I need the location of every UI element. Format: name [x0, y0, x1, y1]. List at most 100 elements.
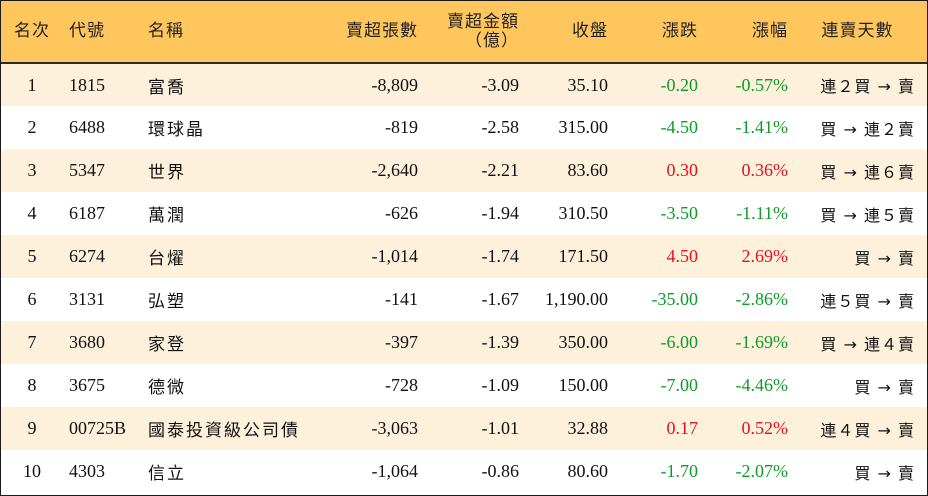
- table-row[interactable]: 9 00725B 國泰投資級公司債 -3,063 -1.01 32.88 0.1…: [1, 407, 927, 450]
- stock-code-cell: 3131: [69, 289, 105, 309]
- net-sell-lots-cell: -3,063: [371, 418, 419, 438]
- stock-name-cell: 弘塑: [148, 292, 186, 312]
- header-net-sell-amount-unit: （億）: [465, 30, 519, 51]
- header-net-sell-lots[interactable]: 賣超張數: [320, 1, 418, 64]
- net-sell-amount-cell: -1.74: [481, 246, 520, 266]
- table-row[interactable]: 1 1815 富喬 -8,809 -3.09 35.10 -0.20 -0.57…: [1, 63, 927, 106]
- net-sell-lots-cell: -1,064: [371, 461, 419, 481]
- header-row: 名次 代號 名稱 賣超張數 賣超金額 （億） 收盤 漲跌 漲幅 連賣天數: [1, 1, 927, 64]
- price-change-pct-cell: -1.41%: [735, 117, 789, 137]
- stock-name-cell: 信立: [148, 464, 186, 484]
- close-price-cell: 80.60: [567, 461, 609, 481]
- net-sell-amount-cell: -1.67: [481, 289, 520, 309]
- header-net-sell-amount[interactable]: 賣超金額 （億）: [418, 1, 519, 64]
- consecutive-days-cell: 買 → 賣: [854, 377, 915, 397]
- net-sell-lots-cell: -2,640: [371, 160, 419, 180]
- close-price-cell: 150.00: [558, 375, 609, 395]
- stock-code-cell: 5347: [69, 160, 105, 180]
- stock-name-cell: 家登: [148, 335, 186, 355]
- rank-cell: 8: [27, 375, 37, 395]
- rank-cell: 10: [23, 461, 41, 481]
- price-change-pct-cell: -2.07%: [735, 461, 789, 481]
- rank-cell: 3: [27, 160, 37, 180]
- close-price-cell: 315.00: [558, 117, 609, 137]
- net-sell-lots-cell: -819: [385, 117, 418, 137]
- consecutive-days-cell: 連４買 → 賣: [820, 420, 915, 440]
- consecutive-days-cell: 連５買 → 賣: [820, 291, 915, 311]
- net-sell-amount-cell: -2.58: [481, 117, 520, 137]
- price-change-pct-cell: -0.57%: [735, 74, 789, 95]
- net-sell-lots-cell: -8,809: [371, 74, 419, 95]
- price-change-pct-cell: -2.86%: [735, 289, 789, 309]
- close-price-cell: 171.50: [558, 246, 609, 266]
- price-change-cell: -35.00: [651, 289, 699, 309]
- price-change-cell: -0.20: [660, 74, 699, 95]
- header-rank[interactable]: 名次: [1, 1, 63, 64]
- stock-code-cell: 00725B: [69, 418, 127, 438]
- price-change-cell: 0.17: [666, 418, 699, 438]
- header-net-sell-amount-label: 賣超金額: [447, 11, 519, 32]
- table-row[interactable]: 6 3131 弘塑 -141 -1.67 1,190.00 -35.00 -2.…: [1, 278, 927, 321]
- price-change-cell: -7.00: [660, 375, 699, 395]
- header-close[interactable]: 收盤: [519, 1, 608, 64]
- net-sell-lots-cell: -1,014: [371, 246, 419, 266]
- price-change-pct-cell: 0.36%: [741, 160, 789, 180]
- header-consecutive-days[interactable]: 連賣天數: [788, 1, 927, 64]
- price-change-pct-cell: -1.69%: [735, 332, 789, 352]
- header-name[interactable]: 名稱: [142, 1, 320, 64]
- stock-name-cell: 萬潤: [148, 206, 186, 226]
- rank-cell: 9: [27, 418, 37, 438]
- stock-code-cell: 4303: [69, 461, 105, 481]
- table-row[interactable]: 2 6488 環球晶 -819 -2.58 315.00 -4.50 -1.41…: [1, 106, 927, 149]
- table-row[interactable]: 7 3680 家登 -397 -1.39 350.00 -6.00 -1.69%…: [1, 321, 927, 364]
- stock-name-cell: 德微: [148, 378, 186, 398]
- table-row[interactable]: 8 3675 德微 -728 -1.09 150.00 -7.00 -4.46%…: [1, 364, 927, 407]
- table-row[interactable]: 5 6274 台燿 -1,014 -1.74 171.50 4.50 2.69%…: [1, 235, 927, 278]
- close-price-cell: 310.50: [558, 203, 609, 223]
- net-sell-amount-cell: -2.21: [481, 160, 520, 180]
- header-change-pct[interactable]: 漲幅: [698, 1, 788, 64]
- header-change[interactable]: 漲跌: [608, 1, 698, 64]
- stock-code-cell: 1815: [69, 74, 105, 95]
- price-change-pct-cell: -1.11%: [736, 203, 788, 223]
- stock-code-cell: 3675: [69, 375, 105, 395]
- close-price-cell: 35.10: [567, 74, 609, 95]
- net-sell-lots-cell: -728: [385, 375, 418, 395]
- rank-cell: 6: [27, 289, 37, 309]
- header-code[interactable]: 代號: [63, 1, 142, 64]
- price-change-cell: 4.50: [666, 246, 699, 266]
- net-sell-lots-cell: -626: [385, 203, 418, 223]
- price-change-pct-cell: 0.52%: [741, 418, 789, 438]
- table-row[interactable]: 10 4303 信立 -1,064 -0.86 80.60 -1.70 -2.0…: [1, 450, 927, 493]
- net-sell-lots-cell: -141: [385, 289, 418, 309]
- stock-code-cell: 3680: [69, 332, 105, 352]
- stock-name-cell: 富喬: [148, 77, 186, 98]
- stock-code-cell: 6187: [69, 203, 105, 223]
- price-change-cell: -6.00: [660, 332, 699, 352]
- net-sell-lots-cell: -397: [385, 332, 418, 352]
- rank-cell: 5: [27, 246, 37, 266]
- close-price-cell: 83.60: [567, 160, 609, 180]
- stock-name-cell: 國泰投資級公司債: [148, 421, 300, 441]
- table-row[interactable]: 4 6187 萬潤 -626 -1.94 310.50 -3.50 -1.11%…: [1, 192, 927, 235]
- price-change-cell: -4.50: [660, 117, 699, 137]
- price-change-cell: -3.50: [660, 203, 699, 223]
- consecutive-days-cell: 買 → 連４賣: [820, 334, 915, 354]
- table-header: 名次 代號 名稱 賣超張數 賣超金額 （億） 收盤 漲跌 漲幅 連賣天數: [1, 1, 927, 64]
- price-change-cell: -1.70: [660, 461, 699, 481]
- stock-name-cell: 環球晶: [148, 120, 205, 140]
- net-sell-amount-cell: -1.01: [481, 418, 520, 438]
- stock-name-cell: 世界: [148, 163, 186, 183]
- consecutive-days-cell: 買 → 連６賣: [820, 162, 915, 182]
- rank-cell: 1: [27, 74, 37, 95]
- net-sell-amount-cell: -3.09: [481, 74, 520, 95]
- price-change-pct-cell: -4.46%: [735, 375, 789, 395]
- table-body: 1 1815 富喬 -8,809 -3.09 35.10 -0.20 -0.57…: [1, 63, 927, 493]
- close-price-cell: 32.88: [567, 418, 609, 438]
- consecutive-days-cell: 買 → 賣: [854, 248, 915, 268]
- consecutive-days-cell: 買 → 連２賣: [820, 119, 915, 139]
- rank-cell: 7: [27, 332, 37, 352]
- table-row[interactable]: 3 5347 世界 -2,640 -2.21 83.60 0.30 0.36% …: [1, 149, 927, 192]
